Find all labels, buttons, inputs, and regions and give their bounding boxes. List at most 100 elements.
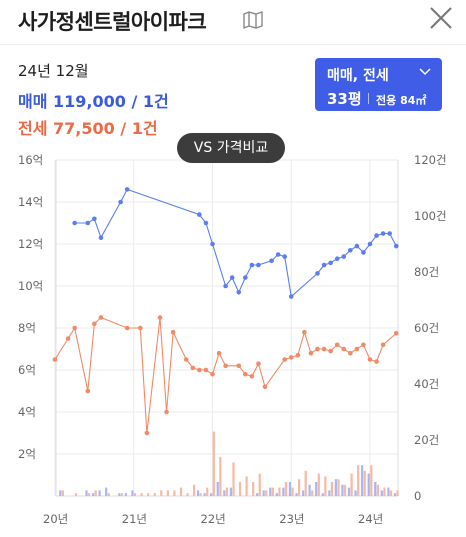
y-left-tick-label: 8억	[18, 321, 36, 335]
volume-bar-jeonse	[160, 490, 163, 496]
volume-bar-sale	[229, 487, 232, 496]
volume-bar-jeonse	[317, 473, 320, 496]
volume-bar-sale	[85, 490, 88, 496]
volume-bar-sale	[124, 493, 127, 496]
volume-bar-sale	[210, 493, 213, 496]
volume-bar-jeonse	[350, 473, 353, 496]
data-point-sale	[124, 187, 130, 192]
volume-bar-sale	[341, 484, 344, 496]
volume-bar-sale	[269, 487, 272, 496]
y-right-tick-label: 80건	[414, 265, 439, 279]
volume-bar-sale	[282, 487, 285, 496]
y-right-tick-label: 120건	[414, 153, 447, 167]
data-point-sale	[118, 199, 123, 205]
volume-bar-sale	[98, 490, 101, 496]
volume-bar-jeonse	[199, 493, 202, 496]
data-point-sale	[315, 271, 320, 276]
map-icon[interactable]	[243, 11, 263, 29]
data-point-jeonse	[302, 329, 307, 335]
data-point-jeonse	[183, 357, 189, 362]
volume-bar-jeonse	[219, 456, 222, 496]
data-point-sale	[334, 256, 340, 261]
volume-bar-sale	[374, 482, 377, 496]
data-point-sale	[223, 283, 228, 289]
data-point-jeonse	[288, 355, 294, 360]
data-point-jeonse	[216, 350, 222, 356]
volume-bar-sale	[256, 493, 259, 496]
y-left-tick-label: 12억	[18, 237, 43, 251]
volume-bar-sale	[216, 482, 219, 496]
volume-bar-jeonse	[179, 487, 183, 496]
volume-bar-sale	[262, 490, 265, 496]
data-point-jeonse	[65, 336, 71, 341]
volume-bar-sale	[361, 465, 364, 496]
y-right-tick-label: 0	[414, 489, 421, 503]
data-point-jeonse	[393, 330, 399, 336]
x-tick-label: 23년	[279, 512, 304, 526]
volume-bar-sale	[393, 493, 397, 496]
volume-bar-jeonse	[61, 490, 64, 496]
chevron-down-icon	[419, 68, 431, 76]
volume-bar-sale	[118, 493, 121, 496]
data-point-sale	[249, 262, 255, 268]
volume-bar-jeonse	[330, 482, 334, 496]
volume-bar-sale	[288, 482, 292, 496]
volume-bar-jeonse	[107, 493, 110, 496]
data-point-jeonse	[98, 315, 104, 320]
x-tick-label: 24년	[358, 512, 383, 526]
data-point-sale	[275, 252, 281, 257]
volume-bar-jeonse	[252, 482, 255, 496]
page-title: 사가정센트럴아이파크	[18, 10, 207, 34]
volume-bar-jeonse	[271, 487, 274, 496]
volume-bar-sale	[196, 490, 200, 496]
data-point-jeonse	[92, 321, 97, 327]
volume-bar-sale	[105, 487, 108, 496]
data-point-sale	[98, 235, 104, 240]
volume-bar-jeonse	[363, 470, 366, 496]
volume-bar-jeonse	[193, 484, 196, 496]
data-point-jeonse	[256, 361, 261, 366]
data-point-jeonse	[334, 342, 340, 348]
data-point-jeonse	[282, 357, 287, 362]
data-point-jeonse	[85, 388, 91, 394]
volume-bar-jeonse	[94, 490, 97, 496]
data-point-sale	[354, 243, 360, 249]
volume-bar-sale	[315, 482, 318, 496]
volume-bar-jeonse	[370, 465, 373, 496]
volume-bar-jeonse	[186, 493, 189, 496]
y-left-tick-label: 14억	[18, 195, 43, 209]
data-point-jeonse	[124, 325, 130, 331]
x-tick-label: 21년	[122, 512, 147, 526]
data-point-jeonse	[210, 371, 215, 377]
data-point-jeonse	[380, 342, 386, 348]
data-point-jeonse	[144, 430, 150, 436]
volume-bar-jeonse	[265, 490, 268, 496]
data-point-jeonse	[249, 374, 255, 379]
data-point-sale	[348, 248, 353, 253]
y-left-tick-label: 6억	[18, 363, 36, 377]
data-point-jeonse	[190, 365, 196, 371]
y-left-tick-label: 2억	[18, 447, 36, 461]
compare-button[interactable]: VS 가격비교	[177, 133, 285, 163]
data-point-sale	[380, 231, 386, 236]
close-icon[interactable]	[428, 5, 454, 31]
volume-bar-jeonse	[153, 493, 156, 496]
data-point-jeonse	[236, 363, 242, 369]
volume-bar-jeonse	[225, 487, 229, 496]
data-point-sale	[387, 231, 392, 236]
data-point-jeonse	[361, 342, 366, 348]
data-point-jeonse	[197, 367, 202, 373]
volume-bar-jeonse	[140, 493, 143, 496]
data-point-jeonse	[164, 409, 169, 415]
data-point-jeonse	[52, 357, 58, 362]
volume-bar-jeonse	[212, 431, 215, 496]
data-point-sale	[367, 241, 373, 247]
volume-bar-jeonse	[133, 493, 137, 496]
deal-type-label: 매매, 전세	[327, 68, 389, 84]
data-point-sale	[210, 241, 215, 247]
volume-bar-sale	[59, 490, 62, 496]
data-point-sale	[341, 254, 347, 259]
deal-type-selector[interactable]: 매매, 전세 33평 전용 84㎡	[315, 58, 442, 111]
data-point-jeonse	[243, 371, 248, 377]
volume-bar-jeonse	[206, 487, 209, 496]
